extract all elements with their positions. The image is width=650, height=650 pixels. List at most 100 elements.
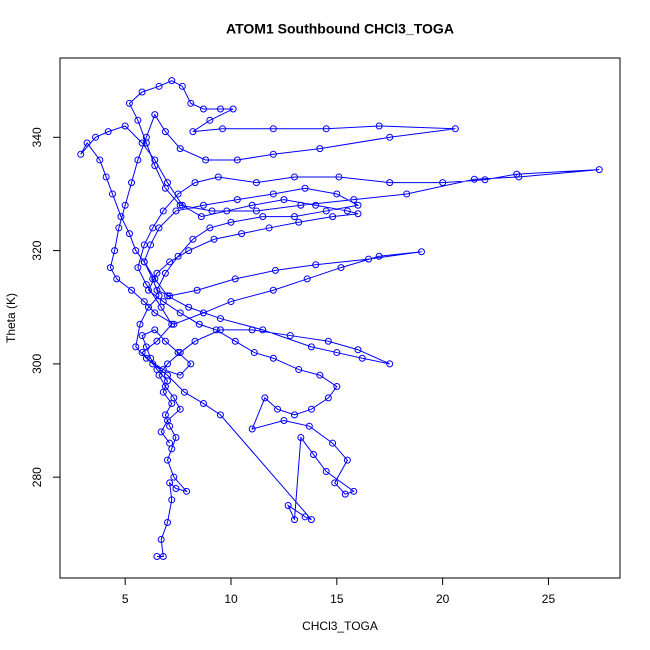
point (183, 487, 191, 495)
point (403, 190, 411, 198)
point (172, 207, 180, 215)
point (386, 179, 394, 187)
point (333, 383, 341, 391)
point (151, 326, 159, 334)
point (144, 303, 152, 311)
point (151, 275, 159, 283)
point (174, 252, 182, 260)
point (189, 235, 197, 243)
point (176, 349, 184, 357)
point (151, 309, 159, 317)
point (170, 473, 178, 481)
y-tick-label: 280 (30, 467, 44, 487)
point (337, 264, 345, 272)
point (417, 248, 425, 256)
point (284, 501, 292, 509)
point (350, 196, 358, 204)
point (115, 224, 123, 232)
point (216, 326, 224, 334)
point (229, 105, 237, 113)
point (295, 218, 303, 226)
x-tick-label: 10 (224, 592, 238, 606)
point (121, 201, 129, 209)
point (310, 451, 318, 459)
point (231, 275, 239, 283)
point (83, 139, 91, 147)
point (354, 201, 362, 209)
point (111, 247, 119, 255)
point (233, 156, 241, 164)
point (341, 490, 349, 498)
point (164, 292, 172, 300)
point (155, 224, 163, 232)
point (206, 224, 214, 232)
point (92, 133, 100, 141)
point (151, 111, 159, 119)
point (322, 468, 330, 476)
point (280, 417, 288, 425)
point (354, 210, 362, 218)
point (324, 394, 332, 402)
point (259, 213, 267, 221)
point (149, 360, 157, 368)
point (265, 224, 273, 232)
point (180, 388, 188, 396)
point (102, 173, 110, 181)
point (216, 411, 224, 419)
point (161, 269, 169, 277)
point (176, 371, 184, 379)
point (159, 207, 167, 215)
point (164, 417, 172, 425)
point (178, 82, 186, 90)
point (312, 201, 320, 209)
point (132, 247, 140, 255)
point (208, 207, 216, 215)
point (286, 332, 294, 340)
point (125, 99, 133, 107)
point (138, 139, 146, 147)
point (159, 552, 167, 560)
point (333, 349, 341, 357)
point (206, 116, 214, 124)
point (210, 235, 218, 243)
point (176, 145, 184, 153)
point (316, 371, 324, 379)
point (231, 337, 239, 345)
point (307, 516, 315, 524)
point (297, 434, 305, 442)
point (125, 230, 133, 238)
point (104, 128, 112, 136)
point (166, 479, 174, 487)
point (322, 125, 330, 133)
point (216, 105, 224, 113)
point (151, 162, 159, 170)
point (223, 207, 231, 215)
point (166, 258, 174, 266)
point (329, 439, 337, 447)
point (259, 326, 267, 334)
point (185, 247, 193, 255)
point (227, 298, 235, 306)
point (439, 179, 447, 187)
point (176, 309, 184, 317)
point (343, 207, 351, 215)
point (290, 173, 298, 181)
point (161, 184, 169, 192)
point (350, 487, 358, 495)
point (271, 266, 279, 274)
point (134, 264, 142, 272)
point (365, 255, 373, 263)
point (142, 133, 150, 141)
point (128, 286, 136, 294)
point (128, 179, 136, 187)
point (176, 405, 184, 413)
point (343, 456, 351, 464)
point (301, 513, 309, 521)
point (290, 411, 298, 419)
point (335, 173, 343, 181)
point (481, 176, 489, 184)
point (515, 173, 523, 181)
point (168, 496, 176, 504)
point (333, 190, 341, 198)
point (140, 298, 148, 306)
